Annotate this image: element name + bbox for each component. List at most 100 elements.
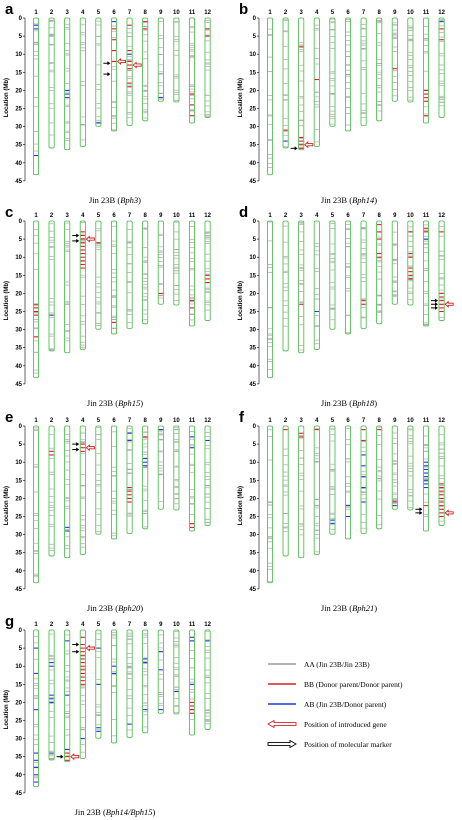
chromosome-10 (173, 220, 180, 306)
chromosome-5 (95, 629, 102, 739)
chromosome-12 (438, 425, 445, 526)
y-tick: 5 (253, 237, 257, 243)
gene-arrow (444, 509, 454, 517)
chromosome-10 (173, 629, 180, 715)
chromosome-4 (313, 220, 320, 350)
chromosome-12 (204, 17, 211, 118)
y-tick: 5 (19, 34, 23, 40)
y-tick: 35 (15, 346, 22, 352)
chromosome-12 (438, 17, 445, 118)
chromosome-number-1: 1 (34, 10, 38, 16)
y-axis-label: Location (Mb) (238, 281, 244, 320)
chromosome-number-8: 8 (144, 622, 148, 628)
y-tick: 15 (15, 682, 22, 688)
marker-arrow-head (107, 61, 111, 66)
y-tick: 20 (249, 291, 256, 297)
y-axis-label: Location (Mb) (4, 78, 10, 117)
y-tick: 5 (19, 646, 23, 652)
chromosome-11 (422, 17, 429, 124)
marker-arrow-head (435, 305, 438, 310)
y-tick: 25 (249, 107, 256, 113)
legend-item-1: AA (Jin 23B/Jin 23B) (268, 660, 370, 669)
chromosome-8 (142, 17, 149, 122)
y-tick: 25 (15, 107, 22, 113)
y-tick: 20 (15, 88, 22, 94)
chromosome-11 (422, 425, 429, 532)
chromosome-1 (33, 629, 40, 788)
chromosome-7 (360, 425, 367, 534)
chromosome-8 (376, 220, 383, 325)
chromosome-11 (422, 220, 429, 327)
caption-suffix: ) (374, 398, 377, 408)
y-tick: 20 (15, 700, 22, 706)
chromosome-number-3: 3 (66, 418, 70, 424)
y-tick: 0 (19, 424, 23, 430)
chromosome-3 (64, 220, 71, 354)
caption-prefix: Jin 23B ( (87, 398, 118, 408)
chromosome-number-6: 6 (112, 10, 116, 16)
chromosome-5 (95, 220, 102, 330)
chromosome-number-2: 2 (284, 213, 288, 219)
y-tick: 45 (15, 382, 22, 388)
y-tick: 35 (249, 143, 256, 149)
chromosome-11 (188, 629, 195, 736)
chromosome-12 (204, 425, 211, 526)
chromosome-4 (79, 220, 86, 350)
panel-caption: Jin 23B (Bph18) (321, 398, 377, 408)
chromosome-10 (407, 17, 414, 103)
chromosome-2 (282, 17, 289, 149)
y-axis-label: Location (Mb) (4, 281, 10, 320)
caption-suffix: ) (153, 807, 156, 817)
y-tick: 15 (249, 70, 256, 76)
chromosome-number-4: 4 (315, 418, 319, 424)
chromosome-number-8: 8 (144, 418, 148, 424)
legend-gene-arrow (267, 719, 297, 729)
y-tick: 10 (15, 664, 22, 670)
y-tick: 45 (15, 179, 22, 185)
y-tick: 40 (15, 569, 22, 575)
chromosome-3 (64, 17, 71, 151)
y-axis-label: Location (Mb) (238, 78, 244, 117)
chromosome-9 (391, 17, 398, 102)
y-tick: 10 (249, 52, 256, 58)
panel-caption: Jin 23B (Bph3) (89, 195, 141, 205)
chromosome-number-1: 1 (268, 213, 272, 219)
chromosome-number-6: 6 (346, 418, 350, 424)
chromosome-number-5: 5 (331, 418, 335, 424)
panel-b: b 1 2 3 4 5 6 7 8 9 10 11 12051015202530354045Locati… (238, 1, 446, 205)
chromosome-7 (126, 629, 133, 738)
chromosome-2 (48, 425, 55, 557)
panel-caption: Jin 23B (Bph20) (87, 603, 143, 613)
panel-letter: b (239, 1, 248, 18)
legend-label: AB (Jin 23B/Donor parent) (304, 700, 387, 709)
y-tick: 10 (15, 460, 22, 466)
chromosome-8 (376, 425, 383, 530)
chromosome-number-7: 7 (128, 622, 132, 628)
panel-g: g 1 2 3 4 5 6 7 8 9 10 11 12051015202530354045Locati… (4, 613, 212, 817)
chromosome-number-4: 4 (315, 213, 319, 219)
marker-arrow-head (76, 642, 80, 647)
marker-arrow-head (60, 754, 64, 759)
caption-prefix: Jin 23B ( (321, 603, 352, 613)
chromosome-number-5: 5 (97, 622, 101, 628)
legend-label: Position of introduced gene (304, 720, 387, 729)
panel-c: c 1 2 3 4 5 6 7 8 9 10 11 12051015202530354045Locati… (4, 204, 212, 408)
legend-item-4: Position of introduced gene (267, 719, 387, 729)
chromosome-7 (360, 17, 367, 126)
chromosome-1 (33, 425, 40, 584)
y-tick: 15 (249, 273, 256, 279)
y-tick: 25 (15, 310, 22, 316)
panel-caption: Jin 23B (Bph14) (321, 195, 377, 205)
caption-gene: Bph3 (120, 195, 138, 205)
chromosome-number-10: 10 (407, 10, 414, 16)
legend-item-5: Position of molecular marker (267, 739, 392, 749)
chromosome-12 (204, 220, 211, 321)
legend-label: BB (Donor parent/Donor parent) (304, 680, 403, 689)
chromosome-4 (79, 425, 86, 555)
caption-gene: Bph20 (118, 603, 141, 613)
chromosome-number-8: 8 (378, 418, 382, 424)
chromosome-number-7: 7 (362, 213, 366, 219)
marker-arrow-head (76, 447, 80, 452)
chromosome-5 (329, 425, 336, 535)
y-tick: 20 (249, 496, 256, 502)
